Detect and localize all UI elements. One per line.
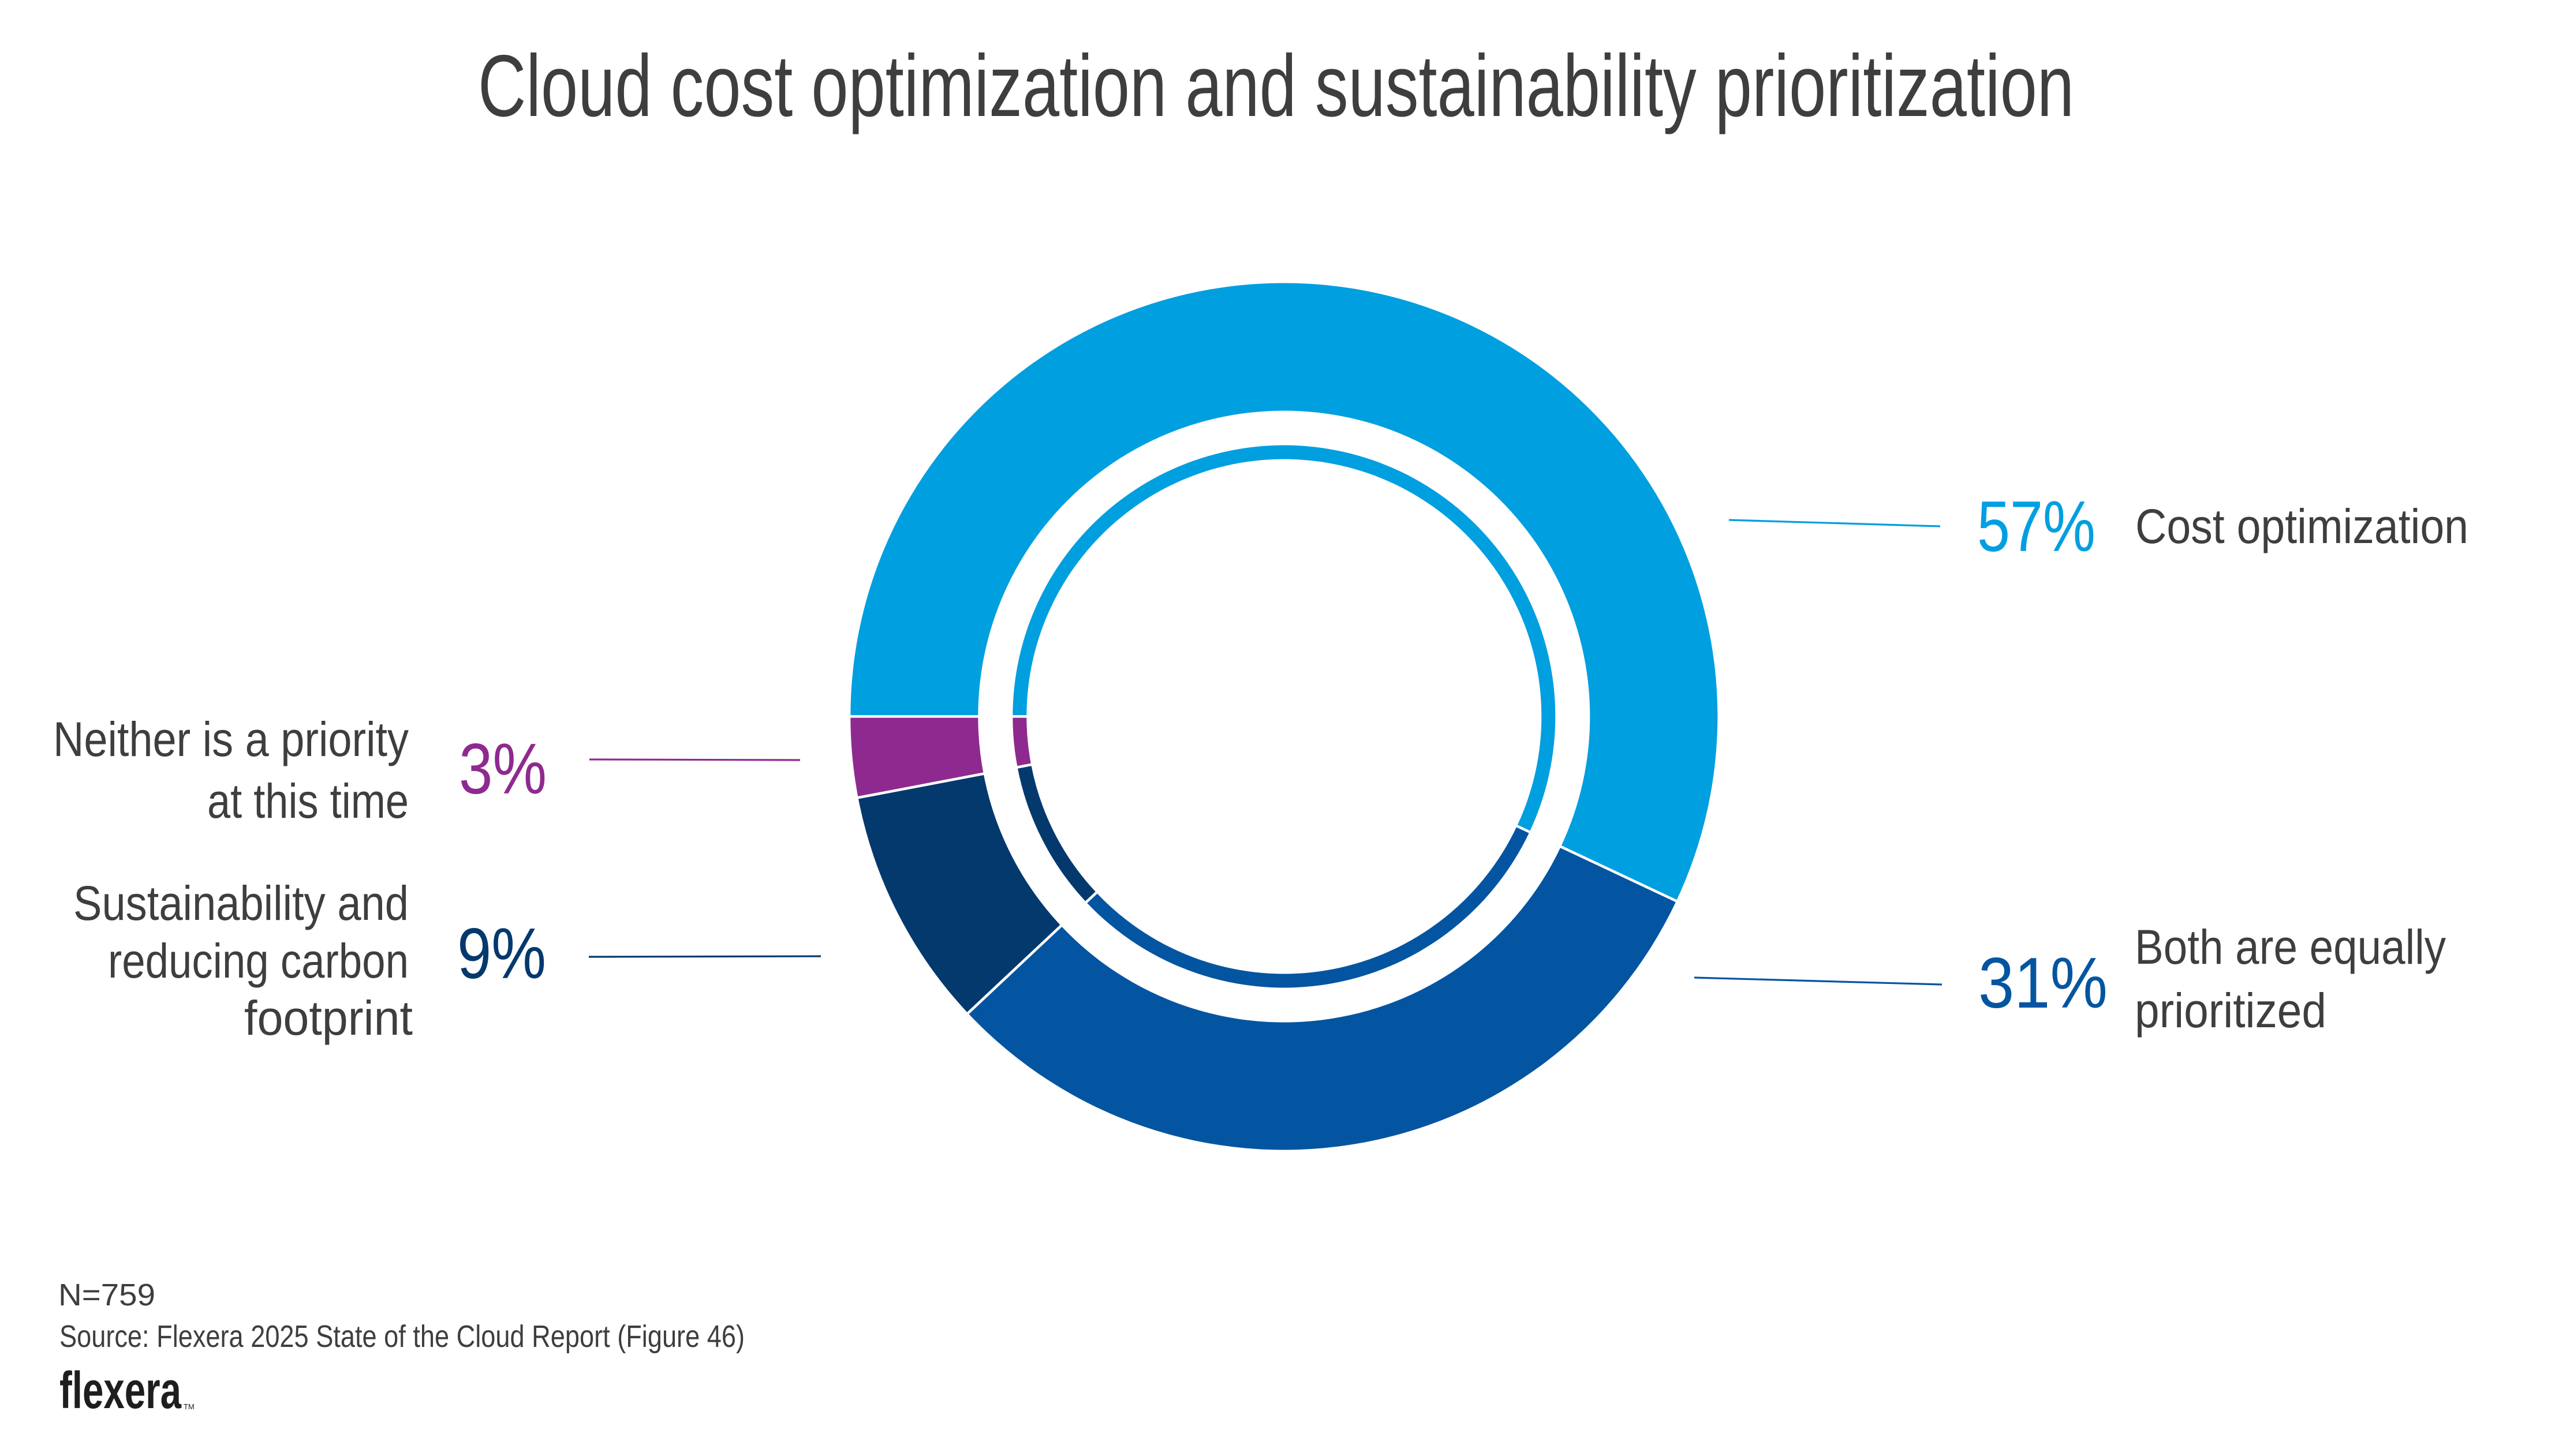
svg-text:flexera: flexera bbox=[59, 1362, 182, 1420]
svg-text:57%: 57% bbox=[1977, 487, 2095, 567]
svg-text:reducing carbon: reducing carbon bbox=[108, 934, 409, 988]
svg-text:9%: 9% bbox=[457, 914, 546, 994]
svg-text:TM: TM bbox=[184, 1402, 195, 1411]
svg-text:Sustainability and: Sustainability and bbox=[73, 876, 409, 930]
svg-text:3%: 3% bbox=[459, 729, 547, 809]
svg-text:N=759: N=759 bbox=[58, 1278, 155, 1312]
svg-text:at this time: at this time bbox=[207, 774, 409, 828]
svg-text:Neither is a priority: Neither is a priority bbox=[53, 712, 409, 766]
svg-text:31%: 31% bbox=[1978, 944, 2108, 1023]
svg-text:footprint: footprint bbox=[244, 991, 413, 1045]
svg-text:Cost optimization: Cost optimization bbox=[2135, 499, 2468, 553]
svg-text:prioritized: prioritized bbox=[2135, 983, 2326, 1038]
svg-text:Source: Flexera 2025 State of: Source: Flexera 2025 State of the Cloud … bbox=[59, 1319, 745, 1354]
svg-text:Cloud cost optimization and su: Cloud cost optimization and sustainabili… bbox=[478, 37, 2074, 135]
svg-text:Both are equally: Both are equally bbox=[2135, 920, 2446, 974]
